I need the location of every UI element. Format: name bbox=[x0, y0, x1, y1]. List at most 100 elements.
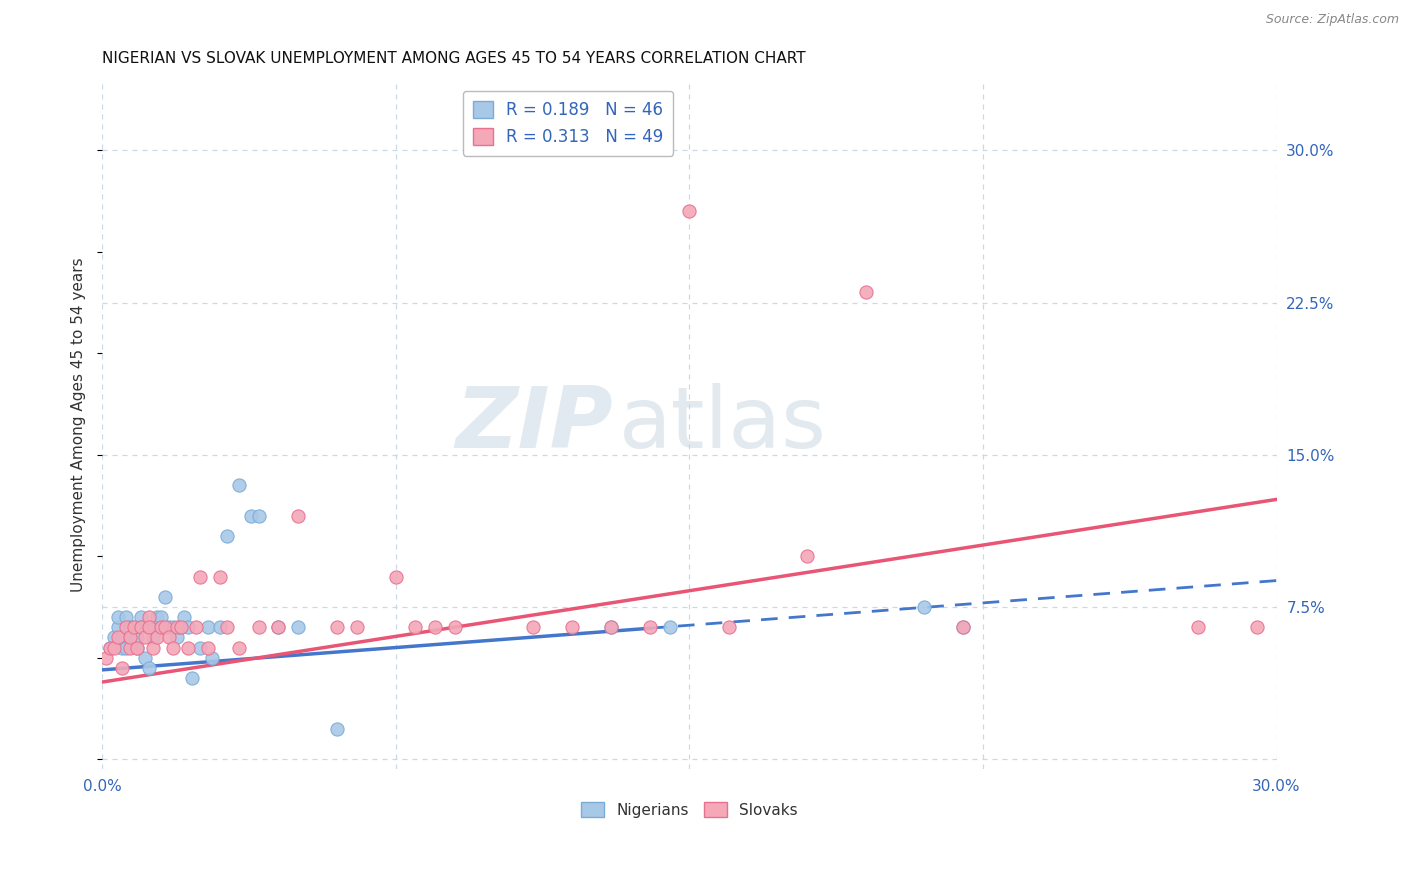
Point bbox=[127, 640, 149, 655]
Point bbox=[247, 508, 270, 523]
Point bbox=[177, 620, 200, 634]
Point bbox=[561, 620, 583, 634]
Point bbox=[522, 620, 544, 634]
Point bbox=[111, 631, 134, 645]
Point bbox=[134, 650, 156, 665]
Point bbox=[173, 610, 195, 624]
Point bbox=[177, 640, 200, 655]
Point bbox=[188, 640, 211, 655]
Point bbox=[1246, 620, 1268, 634]
Point bbox=[443, 620, 465, 634]
Point bbox=[239, 508, 262, 523]
Point bbox=[131, 610, 153, 624]
Point bbox=[138, 620, 160, 634]
Point bbox=[107, 620, 129, 634]
Point bbox=[103, 640, 125, 655]
Point bbox=[138, 620, 160, 634]
Point bbox=[208, 620, 231, 634]
Point bbox=[114, 620, 136, 634]
Point bbox=[107, 610, 129, 624]
Text: Source: ZipAtlas.com: Source: ZipAtlas.com bbox=[1265, 13, 1399, 27]
Point bbox=[162, 640, 184, 655]
Point bbox=[142, 620, 165, 634]
Point bbox=[796, 549, 818, 564]
Point bbox=[404, 620, 426, 634]
Point bbox=[131, 620, 153, 634]
Point bbox=[118, 640, 141, 655]
Point bbox=[201, 650, 224, 665]
Point bbox=[169, 620, 191, 634]
Point bbox=[122, 620, 145, 634]
Point bbox=[600, 620, 623, 634]
Text: NIGERIAN VS SLOVAK UNEMPLOYMENT AMONG AGES 45 TO 54 YEARS CORRELATION CHART: NIGERIAN VS SLOVAK UNEMPLOYMENT AMONG AG… bbox=[103, 51, 806, 66]
Point bbox=[287, 620, 309, 634]
Point bbox=[149, 620, 172, 634]
Point bbox=[717, 620, 740, 634]
Point bbox=[94, 650, 117, 665]
Point bbox=[186, 620, 208, 634]
Point bbox=[326, 620, 349, 634]
Point bbox=[153, 590, 176, 604]
Point bbox=[217, 620, 239, 634]
Point bbox=[600, 620, 623, 634]
Point bbox=[138, 661, 160, 675]
Point bbox=[142, 631, 165, 645]
Point bbox=[166, 631, 188, 645]
Point bbox=[855, 285, 877, 300]
Point bbox=[153, 620, 176, 634]
Point bbox=[118, 631, 141, 645]
Point bbox=[267, 620, 290, 634]
Point bbox=[157, 631, 180, 645]
Point bbox=[217, 529, 239, 543]
Y-axis label: Unemployment Among Ages 45 to 54 years: Unemployment Among Ages 45 to 54 years bbox=[72, 257, 86, 591]
Text: atlas: atlas bbox=[619, 383, 827, 466]
Point bbox=[118, 620, 141, 634]
Point bbox=[149, 610, 172, 624]
Point bbox=[181, 671, 204, 685]
Point bbox=[131, 620, 153, 634]
Point bbox=[952, 620, 974, 634]
Point bbox=[228, 640, 250, 655]
Point bbox=[98, 640, 121, 655]
Point bbox=[247, 620, 270, 634]
Legend: Nigerians, Slovaks: Nigerians, Slovaks bbox=[575, 796, 804, 823]
Point bbox=[228, 478, 250, 492]
Point bbox=[146, 631, 169, 645]
Point bbox=[1187, 620, 1209, 634]
Point bbox=[169, 620, 191, 634]
Point bbox=[267, 620, 290, 634]
Text: ZIP: ZIP bbox=[456, 383, 613, 466]
Point bbox=[118, 631, 141, 645]
Point bbox=[146, 610, 169, 624]
Point bbox=[197, 620, 219, 634]
Point bbox=[162, 620, 184, 634]
Point bbox=[423, 620, 446, 634]
Point bbox=[103, 631, 125, 645]
Point bbox=[638, 620, 661, 634]
Point bbox=[166, 620, 188, 634]
Point bbox=[138, 610, 160, 624]
Point bbox=[188, 569, 211, 583]
Point bbox=[157, 620, 180, 634]
Point bbox=[149, 620, 172, 634]
Point bbox=[114, 640, 136, 655]
Point bbox=[385, 569, 408, 583]
Point bbox=[122, 620, 145, 634]
Point bbox=[142, 640, 165, 655]
Point bbox=[287, 508, 309, 523]
Point bbox=[111, 640, 134, 655]
Point bbox=[107, 631, 129, 645]
Point bbox=[678, 204, 700, 219]
Point bbox=[197, 640, 219, 655]
Point bbox=[111, 661, 134, 675]
Point bbox=[127, 640, 149, 655]
Point bbox=[658, 620, 681, 634]
Point bbox=[912, 599, 935, 614]
Point bbox=[346, 620, 368, 634]
Point bbox=[134, 631, 156, 645]
Point bbox=[208, 569, 231, 583]
Point bbox=[98, 640, 121, 655]
Point bbox=[326, 722, 349, 736]
Point bbox=[127, 631, 149, 645]
Point bbox=[952, 620, 974, 634]
